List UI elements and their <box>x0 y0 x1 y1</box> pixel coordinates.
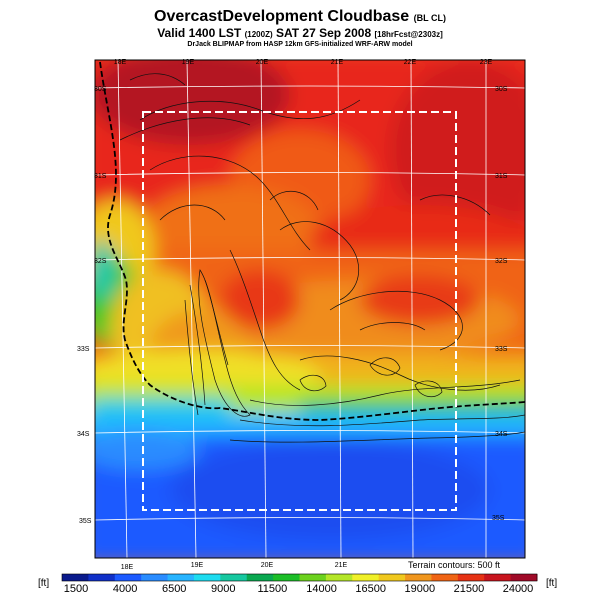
lon-label-top-20e: 20E <box>256 59 269 66</box>
colorbar-swatch <box>510 574 538 581</box>
domain-boundary <box>142 111 457 511</box>
colorbar-tick-label: 24000 <box>503 583 534 595</box>
colorbar-ticks: 1500 4000 6500 9000 11500 14000 16500 19000 2150… <box>64 583 534 595</box>
valid-time-line: Valid 1400 LST (1200Z) SAT 27 Sep 2008 [… <box>157 26 443 40</box>
colorbar-swatch <box>246 574 274 581</box>
colorbar <box>61 573 538 582</box>
lat-lon-grid <box>95 60 525 558</box>
colorbar-unit-right: [ft] <box>546 578 557 589</box>
lat-label-left-30s: 30S <box>94 86 107 93</box>
colorbar-swatch <box>167 574 195 581</box>
lat-label-left-32s: 32S <box>94 258 107 265</box>
colorbar-tick-label: 1500 <box>64 583 88 595</box>
lat-label-left-34s: 34S <box>77 431 90 438</box>
colorbar-swatch <box>299 574 327 581</box>
colorbar-swatch <box>378 574 406 581</box>
colorbar-tick-label: 6500 <box>162 583 186 595</box>
lat-label-left-33s: 33S <box>77 346 90 353</box>
lon-label-bottom-20e: 20E <box>261 562 274 569</box>
colorbar-unit-left: [ft] <box>38 578 49 589</box>
colorbar-tick-label: 21500 <box>454 583 485 595</box>
colorbar-tick-label: 16500 <box>355 583 386 595</box>
map-title: OvercastDevelopment Cloudbase (BL CL) <box>154 8 446 25</box>
colorbar-swatch <box>325 574 353 581</box>
lat-label-left-35s: 35S <box>79 518 92 525</box>
terrain-contour-note: Terrain contours: 500 ft <box>408 560 501 570</box>
cloudbase-field <box>95 60 525 558</box>
colorbar-swatch <box>352 574 380 581</box>
lat-label-right-32s: 32S <box>495 258 508 265</box>
lon-label-bottom-21e: 21E <box>335 562 348 569</box>
colorbar-swatch <box>273 574 300 581</box>
lat-label-right-35s: 35S <box>492 515 505 522</box>
lon-label-top-22e: 22E <box>404 59 417 66</box>
lat-label-right-34s: 34S <box>495 431 508 438</box>
colorbar-swatch <box>405 574 432 581</box>
lat-label-right-33s: 33S <box>495 346 508 353</box>
lon-label-top-18e: 18E <box>114 59 127 66</box>
colorbar-swatch <box>484 574 512 581</box>
colorbar-tick-label: 11500 <box>258 583 288 595</box>
colorbar-tick-label: 14000 <box>306 583 337 595</box>
lon-label-bottom-18e: 18E <box>121 564 134 571</box>
colorbar-swatch <box>62 574 89 581</box>
colorbar-outline <box>61 573 538 582</box>
lat-label-left-31s: 31S <box>94 173 107 180</box>
colorbar-swatch <box>114 574 142 581</box>
colorbar-swatch <box>220 574 248 581</box>
model-credit: DrJack BLIPMAP from HASP 12km GFS-initia… <box>187 41 413 48</box>
lat-label-right-31s: 31S <box>495 173 508 180</box>
colorbar-swatch <box>431 574 459 581</box>
coastline <box>99 61 525 421</box>
lon-label-top-23e: 23E <box>480 59 493 66</box>
lon-label-top-19e: 19E <box>182 59 195 66</box>
colorbar-swatch <box>141 574 169 581</box>
colorbar-tick-label: 4000 <box>113 583 137 595</box>
lon-label-bottom-19e: 19E <box>191 562 204 569</box>
colorbar-tick-label: 19000 <box>405 583 436 595</box>
terrain-contours <box>119 73 525 443</box>
colorbar-swatch <box>88 574 116 581</box>
colorbar-swatch <box>457 574 485 581</box>
lon-label-top-21e: 21E <box>331 59 344 66</box>
colorbar-tick-label: 9000 <box>211 583 235 595</box>
lat-label-right-30s: 30S <box>495 86 508 93</box>
map-frame <box>94 59 526 559</box>
colorbar-swatch <box>193 574 221 581</box>
